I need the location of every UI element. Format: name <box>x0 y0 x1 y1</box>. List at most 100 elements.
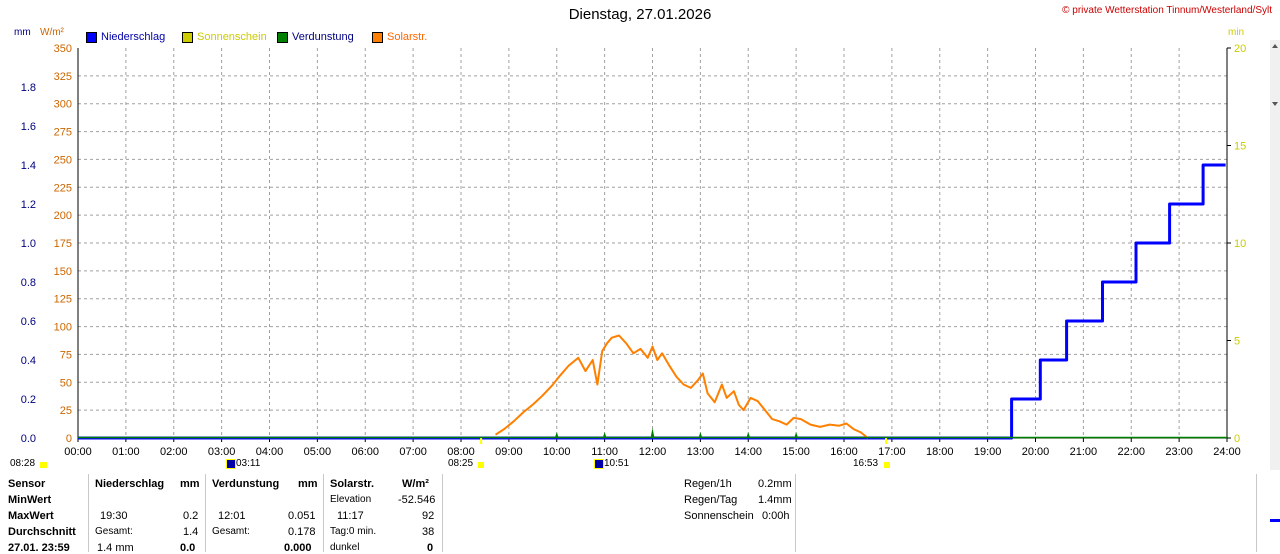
y-wm2-tick-label: 250 <box>54 154 72 166</box>
x-tick-label: 10:00 <box>543 446 571 458</box>
summary-regen-tag-value: 1.4mm <box>758 494 792 506</box>
solar-header: Solarstr. <box>330 478 375 490</box>
verdunstung-max-time: 12:01 <box>218 510 246 522</box>
right-scrollbar <box>1270 40 1280 470</box>
x-tick-label: 08:00 <box>447 446 475 458</box>
x-tick-label: 01:00 <box>112 446 140 458</box>
solar-elevation-value: -52.546 <box>398 494 436 506</box>
sunset-label: 16:53 <box>853 458 879 469</box>
summary-sonnenschein-value: 0:00h <box>762 510 790 522</box>
x-tick-label: 19:00 <box>974 446 1002 458</box>
x-tick-label: 03:00 <box>208 446 236 458</box>
row-label-last: 27.01. 23:59 <box>8 542 70 554</box>
chart-title: Dienstag, 27.01.2026 <box>568 6 712 23</box>
legend-swatch-sonnenschein <box>182 31 193 43</box>
y-mm-tick-label: 0.4 <box>21 355 36 367</box>
x-tick-label: 00:00 <box>64 446 92 458</box>
sunrise-bottom-label: 08:25 <box>448 458 474 469</box>
x-tick-label: 16:00 <box>830 446 858 458</box>
y-wm2-tick-label: 200 <box>54 210 72 222</box>
unit-mm-label: mm <box>14 27 31 38</box>
y-wm2-tick-label: 100 <box>54 322 72 334</box>
legend-swatch-verdunstung <box>277 31 288 43</box>
y-wm2-tick-label: 150 <box>54 266 72 278</box>
niederschlag-last-value: 1.4 mm <box>97 542 134 554</box>
x-tick-label: 20:00 <box>1022 446 1050 458</box>
row-label-minwert: MinWert <box>8 494 52 506</box>
y-wm2-tick-label: 125 <box>54 294 72 306</box>
y-mm-tick-label: 1.6 <box>21 121 36 133</box>
scroll-up-icon[interactable] <box>1272 44 1278 48</box>
y-wm2-tick-label: 350 <box>54 43 72 55</box>
y-mm-tick-label: 1.8 <box>21 82 36 94</box>
legend-verdunstung: Verdunstung <box>277 31 354 43</box>
solar-dunkel-value: 0 <box>427 542 434 554</box>
x-tick-label: 05:00 <box>304 446 332 458</box>
x-tick-label: 17:00 <box>878 446 906 458</box>
niederschlag-unit: mm <box>180 478 200 490</box>
series-verdunstung-spike <box>794 432 799 438</box>
verdunstung-total-value: 0.178 <box>288 526 316 538</box>
copyright-note: © private Wetterstation Tinnum/Westerlan… <box>1062 5 1272 16</box>
y-wm2-tick-label: 225 <box>54 182 72 194</box>
legend-label-niederschlag: Niederschlag <box>101 31 166 43</box>
series-niederschlag-line <box>78 163 1226 440</box>
scroll-down-icon[interactable] <box>1272 102 1278 106</box>
row-label-sensor: Sensor <box>8 478 46 490</box>
sunrise-icon <box>478 462 484 468</box>
series-verdunstung-spike <box>602 432 607 438</box>
verdunstung-unit: mm <box>298 478 318 490</box>
x-tick-label: 07:00 <box>399 446 427 458</box>
legend-label-sonnenschein: Sonnenschein <box>197 31 267 43</box>
series-verdunstung-spike <box>554 432 559 438</box>
niederschlag-header: Niederschlag <box>95 478 165 490</box>
y-mm-tick-label: 0.0 <box>21 433 36 445</box>
sunset-icon <box>884 462 890 468</box>
y-mm-tick-label: 1.0 <box>21 238 36 250</box>
legend-sonnenschein: Sonnenschein <box>182 31 267 43</box>
sunrise-left-label: 08:28 <box>10 458 36 469</box>
y-wm2-tick-label: 325 <box>54 71 72 83</box>
x-tick-label: 13:00 <box>687 446 715 458</box>
solar-tag-label: Tag:0 min. <box>330 526 377 537</box>
unit-wm2-label: W/m² <box>40 27 64 38</box>
niederschlag-last-bold: 0.0 <box>180 542 196 554</box>
y-min-tick-label: 5 <box>1234 336 1240 348</box>
y-wm2-tick-label: 275 <box>54 127 72 139</box>
y-wm2-tick-label: 75 <box>60 349 72 361</box>
x-tick-label: 23:00 <box>1165 446 1193 458</box>
scrollbar-track[interactable] <box>1270 40 1280 470</box>
y-mm-tick-label: 1.2 <box>21 199 36 211</box>
y-wm2-tick-label: 50 <box>60 377 72 389</box>
y-mm-tick-label: 0.8 <box>21 277 36 289</box>
y-axis-mm: 0.0 0.2 0.4 0.6 0.8 1.0 1.2 1.4 1.6 1.8 <box>21 82 36 445</box>
legend-label-solar: Solarstr. <box>387 31 428 43</box>
niederschlag-total-value: 1.4 <box>183 526 199 538</box>
series-verdunstung-spike <box>698 432 703 438</box>
x-tick-label: 11:00 <box>591 446 618 458</box>
stats-table: Sensor MinWert MaxWert Durchschnitt 27.0… <box>0 470 1280 554</box>
verdunstung-total-label: Gesamt: <box>212 526 250 537</box>
y-wm2-tick-label: 0 <box>66 433 72 445</box>
moon-time-label: 03:11 <box>236 458 261 469</box>
verdunstung-header: Verdunstung <box>212 478 280 490</box>
niederschlag-max-time: 19:30 <box>100 510 128 522</box>
verdunstung-max-value: 0.051 <box>288 510 316 522</box>
chart-grid <box>78 48 1227 438</box>
chart-series <box>78 163 1227 444</box>
summary-regen-tag-label: Regen/Tag <box>684 494 738 506</box>
solar-max-value: 92 <box>422 510 435 522</box>
legend-swatch-solar <box>372 31 383 43</box>
summary-sonnenschein-label: Sonnenschein <box>684 510 754 522</box>
x-tick-label: 15:00 <box>782 446 810 458</box>
row-label-durchschnitt: Durchschnitt <box>8 526 76 538</box>
solar-dunkel-label: dunkel <box>330 542 360 553</box>
x-tick-label: 18:00 <box>926 446 954 458</box>
summary-regen-1h-label: Regen/1h <box>684 478 732 490</box>
x-tick-label: 12:00 <box>639 446 667 458</box>
x-tick-label: 06:00 <box>351 446 379 458</box>
y-min-tick-label: 15 <box>1234 141 1246 153</box>
moon-icon <box>226 459 236 469</box>
legend-niederschlag: Niederschlag <box>86 31 165 43</box>
y-min-tick-label: 10 <box>1234 238 1246 250</box>
